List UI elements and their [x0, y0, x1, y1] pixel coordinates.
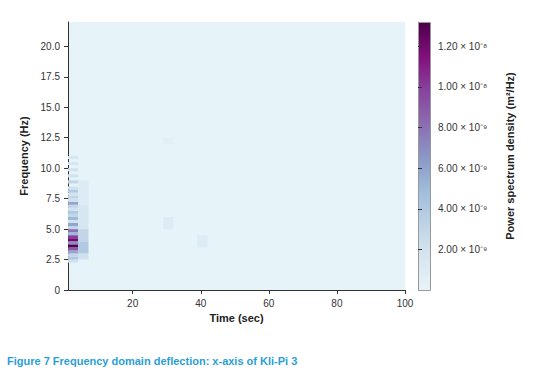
svg-text:Time (sec): Time (sec): [209, 312, 264, 324]
svg-text:60: 60: [263, 298, 275, 309]
svg-text:100: 100: [397, 298, 414, 309]
svg-text:7.5: 7.5: [46, 193, 60, 204]
svg-text:8.00 × 10⁻⁹: 8.00 × 10⁻⁹: [438, 122, 487, 133]
svg-text:2.00 × 10⁻⁹: 2.00 × 10⁻⁹: [438, 244, 487, 255]
svg-text:12.5: 12.5: [41, 132, 61, 143]
svg-text:80: 80: [331, 298, 343, 309]
svg-text:Power spectrum density (m²/Hz): Power spectrum density (m²/Hz): [504, 72, 516, 240]
svg-text:1.20 × 10⁻⁸: 1.20 × 10⁻⁸: [438, 41, 487, 52]
svg-text:17.5: 17.5: [41, 71, 61, 82]
svg-text:Frequency domain deflection: x: Frequency domain deflection: x-axis of K…: [53, 355, 298, 367]
svg-text:10.0: 10.0: [41, 163, 61, 174]
svg-text:0: 0: [54, 285, 60, 296]
svg-text:20: 20: [127, 298, 139, 309]
svg-text:15.0: 15.0: [41, 102, 61, 113]
svg-text:4.00 × 10⁻⁹: 4.00 × 10⁻⁹: [438, 203, 487, 214]
svg-text:1.00 × 10⁻⁸: 1.00 × 10⁻⁸: [438, 81, 487, 92]
svg-text:Figure 7: Figure 7: [7, 355, 50, 367]
svg-text:40: 40: [195, 298, 207, 309]
svg-text:20.0: 20.0: [41, 41, 61, 52]
svg-text:2.5: 2.5: [46, 254, 60, 265]
svg-text:5.0: 5.0: [46, 224, 60, 235]
svg-text:6.00 × 10⁻⁹: 6.00 × 10⁻⁹: [438, 163, 487, 174]
svg-text:Frequency (Hz): Frequency (Hz): [18, 116, 30, 196]
